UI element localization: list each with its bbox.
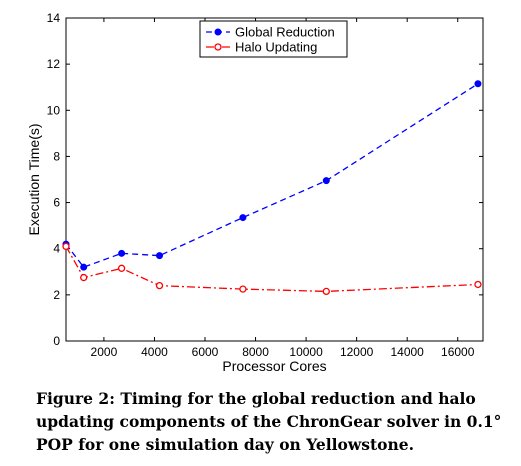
y-tick-label: 14 [47, 11, 61, 25]
x-tick-label: 14000 [390, 345, 424, 359]
data-point [119, 250, 125, 256]
y-axis-label: Execution Time(s) [26, 123, 42, 235]
x-tick-label: 12000 [340, 345, 374, 359]
legend-label: Halo Updating [235, 40, 317, 55]
data-point [81, 275, 87, 281]
series-line [66, 84, 478, 267]
y-axis: 0 2 4 6 8 10 12 14 [47, 11, 483, 348]
y-tick-label: 0 [53, 334, 60, 348]
legend-swatch-marker [215, 44, 221, 50]
y-tick-label: 8 [53, 149, 60, 163]
y-tick-label: 2 [53, 288, 60, 302]
x-tick-label: 8000 [242, 345, 269, 359]
series-layer [63, 81, 481, 295]
plot-area-frame [66, 18, 483, 341]
legend-swatch-marker [215, 29, 221, 35]
x-tick-label: 16000 [441, 345, 475, 359]
y-tick-label: 12 [47, 57, 61, 71]
data-point [240, 215, 246, 221]
data-point [157, 283, 163, 289]
series-0 [63, 81, 481, 270]
data-point [240, 286, 246, 292]
y-tick-label: 6 [53, 196, 60, 210]
x-axis-label: Processor Cores [222, 358, 326, 374]
data-point [157, 253, 163, 259]
data-point [475, 81, 481, 87]
x-tick-label: 10000 [289, 345, 323, 359]
y-tick-label: 10 [47, 103, 61, 117]
legend-label: Global Reduction [235, 25, 335, 40]
data-point [63, 243, 69, 249]
data-point [323, 288, 329, 294]
x-axis: 2000 4000 6000 8000 10000 12000 14000 16000 [91, 18, 475, 359]
chart: 2000 4000 6000 8000 10000 12000 14000 16000 0 2 4… [0, 0, 521, 380]
x-tick-label: 2000 [91, 345, 118, 359]
axes-frame [66, 18, 483, 341]
data-point [119, 265, 125, 271]
data-point [81, 264, 87, 270]
data-point [323, 178, 329, 184]
figure-caption: Figure 2: Timing for the global reductio… [36, 387, 506, 456]
series-1 [63, 243, 481, 294]
y-tick-label: 4 [53, 242, 60, 256]
x-tick-label: 4000 [141, 345, 168, 359]
data-point [475, 281, 481, 287]
x-tick-label: 6000 [192, 345, 219, 359]
